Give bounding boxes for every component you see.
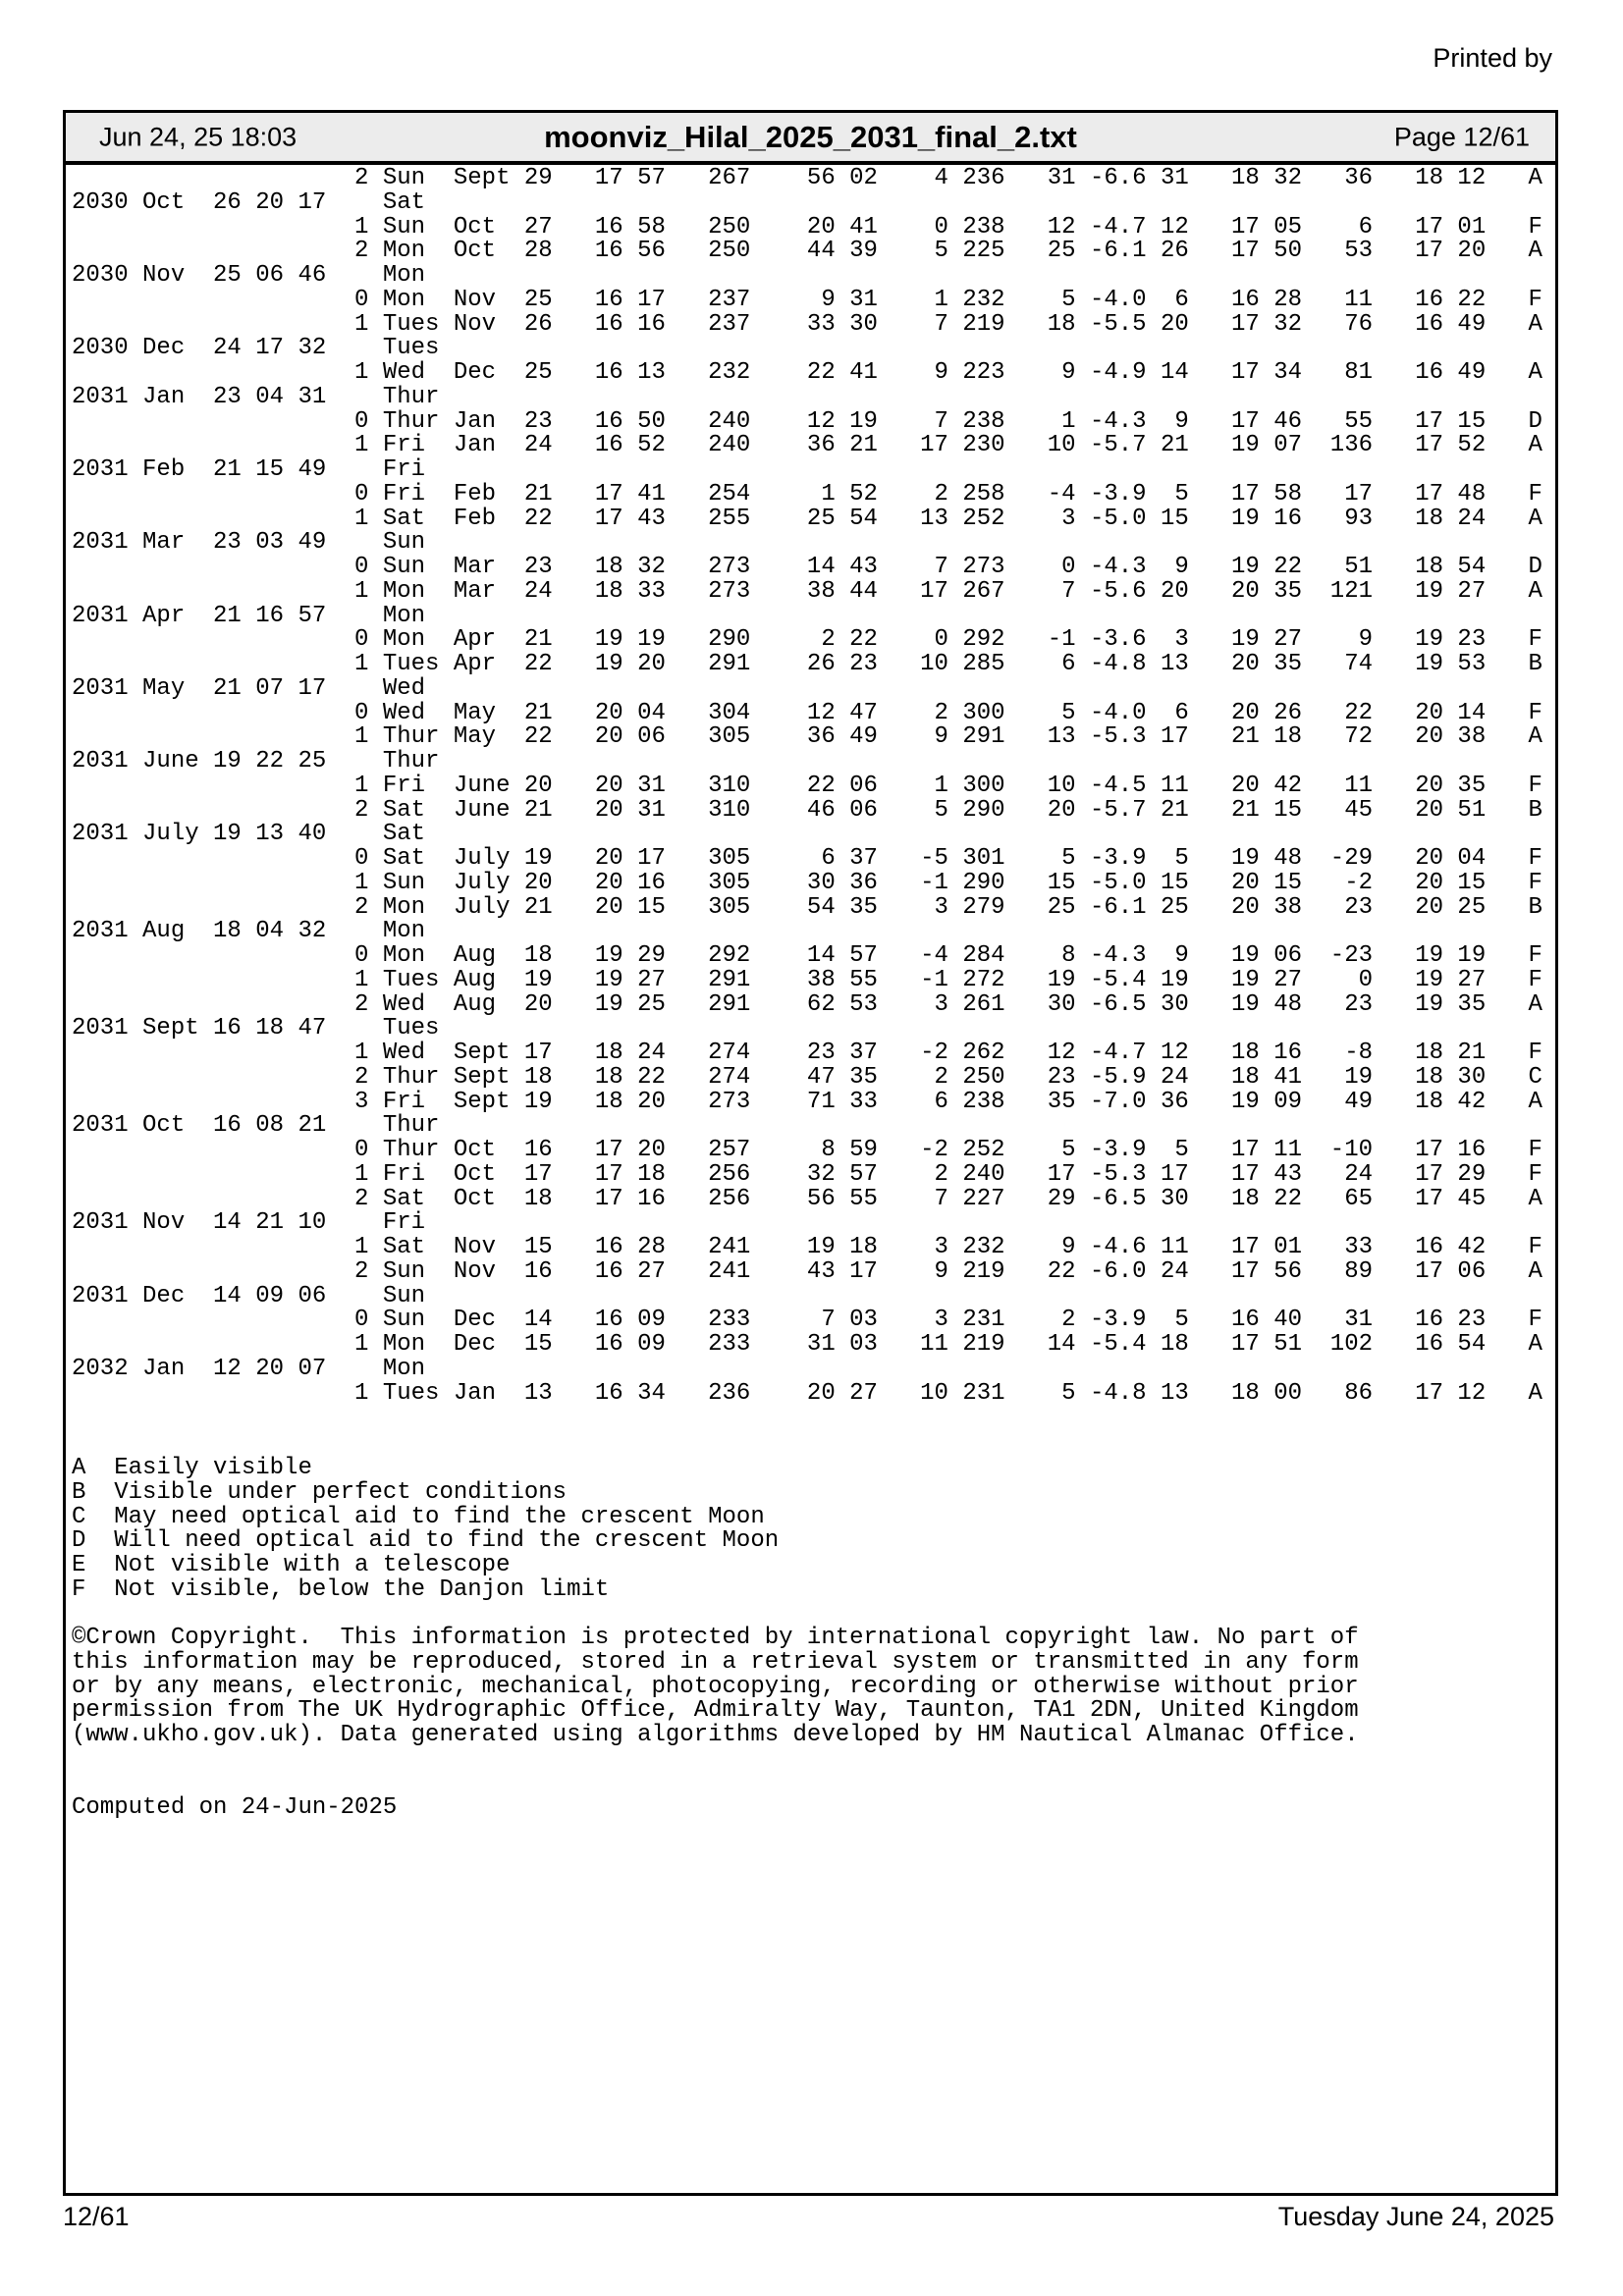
computed-date-line: Computed on 24-Jun-2025 (72, 1794, 398, 1821)
document-title: moonviz_Hilal_2025_2031_final_2.txt (544, 119, 1077, 154)
visibility-code-legend: A Easily visible B Visible under perfect… (72, 1455, 780, 1603)
copyright-notice: ©Crown Copyright. This information is pr… (72, 1625, 1359, 1748)
page-header-bar: Jun 24, 25 18:03 moonviz_Hilal_2025_2031… (66, 113, 1555, 165)
printed-page-frame: Jun 24, 25 18:03 moonviz_Hilal_2025_2031… (63, 110, 1558, 2196)
header-page-number: Page 12/61 (1393, 122, 1530, 151)
print-datetime: Jun 24, 25 18:03 (99, 122, 298, 151)
printed-by-label: Printed by (1433, 43, 1552, 73)
footer-date: Tuesday June 24, 2025 (1277, 2202, 1554, 2231)
moon-visibility-table: 2 Sun Sept 29 17 57 267 56 02 4 236 31 -… (72, 165, 1542, 1407)
footer-page-number: 12/61 (63, 2202, 130, 2231)
